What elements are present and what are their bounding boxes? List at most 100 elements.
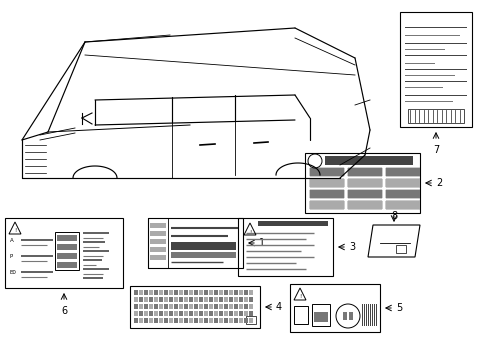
Bar: [150, 247, 165, 252]
Bar: [404, 69, 466, 71]
Bar: [239, 318, 243, 323]
Bar: [203, 318, 207, 323]
Bar: [139, 311, 142, 316]
Bar: [244, 318, 247, 323]
Bar: [169, 318, 173, 323]
Bar: [371, 304, 372, 326]
Bar: [143, 318, 148, 323]
Bar: [214, 311, 218, 316]
Bar: [208, 311, 213, 316]
Bar: [313, 312, 327, 322]
Bar: [57, 253, 77, 259]
Bar: [148, 218, 168, 268]
Bar: [130, 286, 260, 328]
Bar: [189, 311, 193, 316]
Bar: [179, 318, 183, 323]
Bar: [139, 290, 142, 295]
Bar: [239, 304, 243, 309]
Bar: [143, 311, 148, 316]
Bar: [174, 297, 178, 302]
Bar: [154, 290, 158, 295]
Bar: [143, 290, 148, 295]
Bar: [385, 179, 419, 187]
Bar: [309, 168, 343, 176]
Bar: [203, 297, 207, 302]
Bar: [183, 318, 187, 323]
Bar: [171, 252, 236, 258]
Bar: [55, 232, 79, 270]
Bar: [224, 304, 227, 309]
Bar: [199, 290, 203, 295]
Bar: [238, 218, 332, 276]
Bar: [385, 168, 419, 176]
Bar: [5, 218, 123, 288]
Bar: [248, 297, 252, 302]
Bar: [57, 235, 77, 241]
Bar: [149, 290, 153, 295]
Bar: [367, 304, 368, 326]
Bar: [248, 304, 252, 309]
Bar: [174, 311, 178, 316]
Bar: [228, 290, 232, 295]
Text: 6: 6: [61, 306, 67, 316]
Bar: [228, 304, 232, 309]
Bar: [179, 304, 183, 309]
Bar: [219, 304, 223, 309]
Bar: [163, 290, 168, 295]
Bar: [293, 306, 307, 324]
Bar: [214, 318, 218, 323]
Bar: [404, 101, 452, 102]
Bar: [134, 297, 138, 302]
Bar: [385, 201, 419, 209]
Bar: [361, 304, 363, 326]
Bar: [407, 109, 463, 123]
Bar: [309, 190, 343, 198]
Bar: [347, 201, 381, 209]
Bar: [219, 297, 223, 302]
Bar: [199, 304, 203, 309]
Bar: [169, 304, 173, 309]
Bar: [134, 304, 138, 309]
Text: 7: 7: [432, 145, 438, 155]
Bar: [150, 239, 165, 244]
Bar: [375, 304, 376, 326]
Bar: [248, 290, 252, 295]
Bar: [163, 311, 168, 316]
Bar: [347, 179, 381, 187]
Bar: [224, 297, 227, 302]
Bar: [208, 297, 213, 302]
Bar: [194, 311, 198, 316]
Bar: [189, 297, 193, 302]
Bar: [203, 311, 207, 316]
Text: !: !: [14, 229, 16, 234]
Bar: [143, 304, 148, 309]
Bar: [219, 290, 223, 295]
Text: A: A: [10, 238, 14, 243]
Bar: [385, 201, 419, 209]
Bar: [385, 190, 419, 198]
Bar: [347, 190, 381, 198]
Bar: [149, 297, 153, 302]
Bar: [134, 311, 138, 316]
Bar: [214, 304, 218, 309]
Bar: [183, 297, 187, 302]
Bar: [258, 221, 327, 226]
Bar: [244, 297, 247, 302]
Bar: [189, 290, 193, 295]
Bar: [169, 290, 173, 295]
Text: 1: 1: [259, 238, 264, 248]
Text: 4: 4: [275, 302, 282, 312]
Bar: [404, 55, 466, 57]
Bar: [163, 318, 168, 323]
Text: 8: 8: [390, 211, 396, 221]
Bar: [404, 35, 459, 36]
Bar: [228, 311, 232, 316]
Bar: [385, 190, 419, 198]
Bar: [150, 223, 165, 228]
Bar: [373, 304, 374, 326]
Bar: [163, 304, 168, 309]
Bar: [404, 43, 466, 44]
Bar: [150, 231, 165, 236]
Bar: [305, 153, 419, 213]
Bar: [203, 290, 207, 295]
